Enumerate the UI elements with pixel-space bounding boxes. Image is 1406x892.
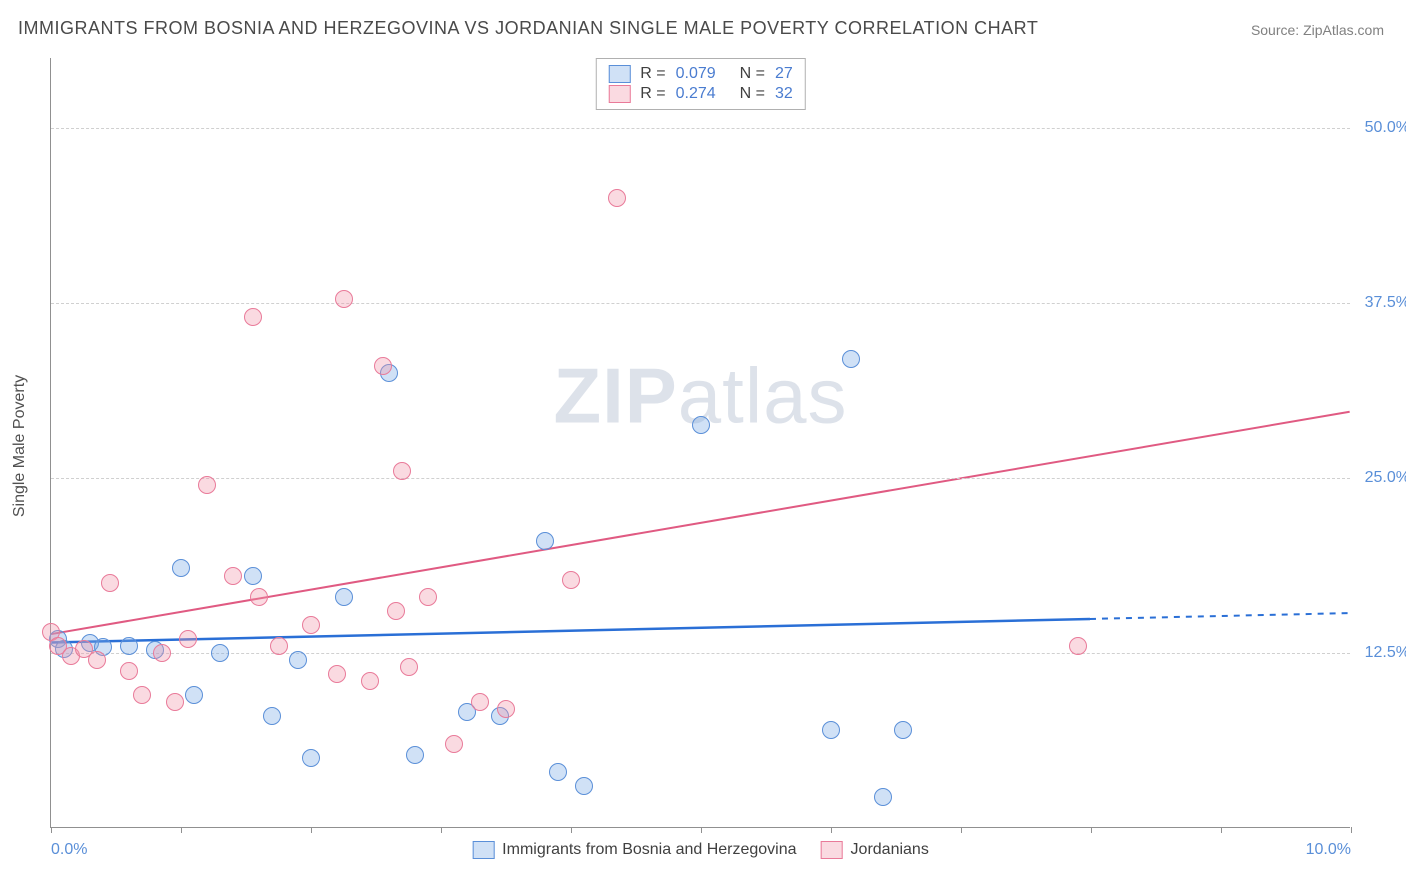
data-point xyxy=(185,686,203,704)
data-point xyxy=(575,777,593,795)
plot-area: ZIPatlas R =0.079N =27R =0.274N =32 Immi… xyxy=(50,58,1350,828)
legend-r-label: R = xyxy=(640,85,665,103)
data-point xyxy=(549,763,567,781)
chart-title: IMMIGRANTS FROM BOSNIA AND HERZEGOVINA V… xyxy=(18,18,1038,39)
data-point xyxy=(120,662,138,680)
data-point xyxy=(1069,637,1087,655)
legend-correlation-row: R = 0.274 N = 32 xyxy=(608,85,792,103)
data-point xyxy=(224,567,242,585)
data-point xyxy=(120,637,138,655)
data-point xyxy=(244,308,262,326)
legend-swatch xyxy=(472,841,494,859)
x-tick xyxy=(701,827,702,833)
x-tick xyxy=(1091,827,1092,833)
legend-n-label: N = xyxy=(740,85,765,103)
data-point xyxy=(328,665,346,683)
legend-series-item: Immigrants from Bosnia and Herzegovina xyxy=(472,841,796,859)
data-point xyxy=(153,644,171,662)
gridline xyxy=(51,128,1350,129)
data-point xyxy=(250,588,268,606)
data-point xyxy=(445,735,463,753)
legend-r-value: 0.274 xyxy=(676,85,724,103)
y-tick-label: 25.0% xyxy=(1365,469,1406,487)
data-point xyxy=(562,571,580,589)
data-point xyxy=(692,416,710,434)
legend-swatch xyxy=(821,841,843,859)
data-point xyxy=(406,746,424,764)
legend-series-label: Immigrants from Bosnia and Herzegovina xyxy=(502,841,796,859)
data-point xyxy=(387,602,405,620)
gridline xyxy=(51,653,1350,654)
data-point xyxy=(289,651,307,669)
series-legend: Immigrants from Bosnia and Herzegovina Jo… xyxy=(464,841,937,859)
data-point xyxy=(374,357,392,375)
trend-line xyxy=(51,619,1090,642)
data-point xyxy=(335,290,353,308)
data-point xyxy=(400,658,418,676)
gridline xyxy=(51,303,1350,304)
data-point xyxy=(270,637,288,655)
data-point xyxy=(361,672,379,690)
data-point xyxy=(822,721,840,739)
x-tick-label: 10.0% xyxy=(1306,841,1351,859)
y-tick-label: 50.0% xyxy=(1365,119,1406,137)
x-tick xyxy=(1221,827,1222,833)
data-point xyxy=(874,788,892,806)
data-point xyxy=(88,651,106,669)
data-point xyxy=(166,693,184,711)
legend-swatch xyxy=(608,85,630,103)
trend-line xyxy=(51,412,1349,634)
x-tick xyxy=(1351,827,1352,833)
legend-r-label: R = xyxy=(640,65,665,83)
gridline xyxy=(51,478,1350,479)
source-attribution: Source: ZipAtlas.com xyxy=(1251,22,1384,38)
data-point xyxy=(393,462,411,480)
legend-correlation-row: R = 0.079 N = 27 xyxy=(608,65,792,83)
data-point xyxy=(211,644,229,662)
legend-swatch xyxy=(608,65,630,83)
correlation-legend: R = 0.079 N = 27 R = 0.274 N = 32 xyxy=(595,58,805,110)
data-point xyxy=(536,532,554,550)
data-point xyxy=(497,700,515,718)
x-tick xyxy=(441,827,442,833)
data-point xyxy=(302,749,320,767)
x-tick xyxy=(311,827,312,833)
data-point xyxy=(419,588,437,606)
x-tick xyxy=(181,827,182,833)
x-tick xyxy=(51,827,52,833)
data-point xyxy=(263,707,281,725)
data-point xyxy=(179,630,197,648)
legend-series-label: Jordanians xyxy=(851,841,929,859)
data-point xyxy=(133,686,151,704)
data-point xyxy=(608,189,626,207)
legend-n-value: 27 xyxy=(775,65,793,83)
legend-n-value: 32 xyxy=(775,85,793,103)
x-tick-label: 0.0% xyxy=(51,841,87,859)
data-point xyxy=(335,588,353,606)
legend-series-item: Jordanians xyxy=(821,841,929,859)
trend-line-extrapolated xyxy=(1090,613,1350,619)
y-tick-label: 12.5% xyxy=(1365,644,1406,662)
x-tick xyxy=(961,827,962,833)
data-point xyxy=(842,350,860,368)
legend-n-label: N = xyxy=(740,65,765,83)
data-point xyxy=(172,559,190,577)
x-tick xyxy=(571,827,572,833)
data-point xyxy=(244,567,262,585)
y-tick-label: 37.5% xyxy=(1365,294,1406,312)
data-point xyxy=(302,616,320,634)
x-tick xyxy=(831,827,832,833)
legend-r-value: 0.079 xyxy=(676,65,724,83)
data-point xyxy=(198,476,216,494)
trend-lines xyxy=(51,58,1350,827)
y-axis-label: Single Male Poverty xyxy=(11,375,29,517)
data-point xyxy=(894,721,912,739)
data-point xyxy=(101,574,119,592)
data-point xyxy=(471,693,489,711)
